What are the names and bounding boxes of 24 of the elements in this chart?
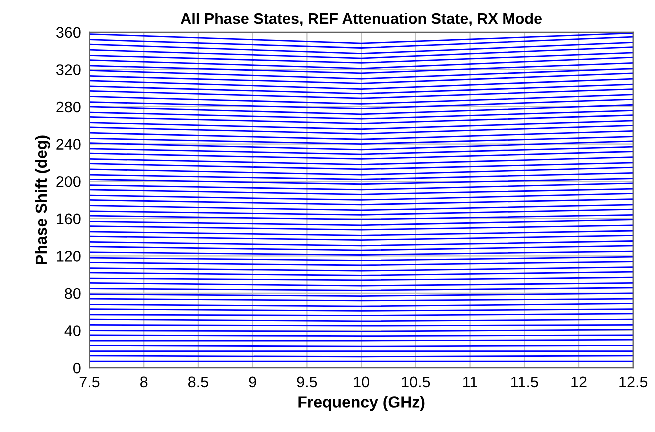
x-tick-label: 9.5 [297, 376, 318, 388]
y-tick-label: 160 [57, 214, 81, 225]
chart-title: All Phase States, REF Attenuation State, RX Mode [180, 12, 542, 26]
x-tick-label: 11.5 [512, 376, 538, 388]
y-tick-label: 0 [74, 362, 81, 374]
x-tick-label: 10 [354, 376, 370, 388]
y-tick-label: 120 [57, 251, 81, 262]
y-tick-label: 280 [56, 102, 81, 113]
y-tick-label: 360 [56, 27, 81, 38]
x-tick-label: 9 [249, 376, 256, 388]
x-tick-label: 7.5 [80, 376, 100, 388]
y-tick-label: 80 [65, 288, 81, 300]
x-tick-label: 8 [140, 376, 148, 388]
x-axis-title: Frequency (GHz) [298, 396, 425, 412]
y-tick-label: 320 [56, 64, 81, 76]
y-tick-label: 240 [56, 139, 81, 150]
x-tick-label: 12.5 [620, 376, 648, 388]
x-tick-label: 8.5 [188, 376, 208, 388]
y-tick-label: 200 [56, 176, 81, 188]
x-tick-label: 12 [572, 376, 587, 388]
x-tick-label: 10.5 [402, 376, 430, 388]
y-tick-label: 40 [64, 326, 81, 336]
y-axis-title: Phase Shift (deg) [35, 136, 50, 264]
x-tick-label: 11 [464, 376, 478, 388]
